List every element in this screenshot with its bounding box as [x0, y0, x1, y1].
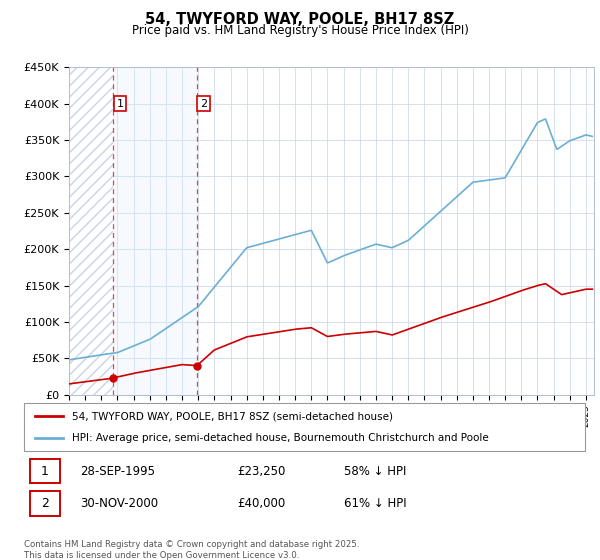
Text: 2: 2 — [41, 497, 49, 510]
Text: Contains HM Land Registry data © Crown copyright and database right 2025.
This d: Contains HM Land Registry data © Crown c… — [24, 540, 359, 560]
Text: 1: 1 — [41, 464, 49, 478]
Text: Price paid vs. HM Land Registry's House Price Index (HPI): Price paid vs. HM Land Registry's House … — [131, 24, 469, 36]
Text: 58% ↓ HPI: 58% ↓ HPI — [344, 464, 406, 478]
Text: 28-SEP-1995: 28-SEP-1995 — [80, 464, 155, 478]
Text: 54, TWYFORD WAY, POOLE, BH17 8SZ (semi-detached house): 54, TWYFORD WAY, POOLE, BH17 8SZ (semi-d… — [71, 411, 392, 421]
Text: £23,250: £23,250 — [237, 464, 286, 478]
Text: 30-NOV-2000: 30-NOV-2000 — [80, 497, 158, 510]
Text: £40,000: £40,000 — [237, 497, 286, 510]
FancyBboxPatch shape — [29, 459, 61, 483]
Text: 2: 2 — [200, 99, 207, 109]
Bar — [113, 67, 197, 395]
FancyBboxPatch shape — [24, 403, 585, 451]
Text: 1: 1 — [116, 99, 124, 109]
Text: 54, TWYFORD WAY, POOLE, BH17 8SZ: 54, TWYFORD WAY, POOLE, BH17 8SZ — [145, 12, 455, 27]
Text: 61% ↓ HPI: 61% ↓ HPI — [344, 497, 406, 510]
FancyBboxPatch shape — [29, 491, 61, 516]
Text: HPI: Average price, semi-detached house, Bournemouth Christchurch and Poole: HPI: Average price, semi-detached house,… — [71, 433, 488, 443]
